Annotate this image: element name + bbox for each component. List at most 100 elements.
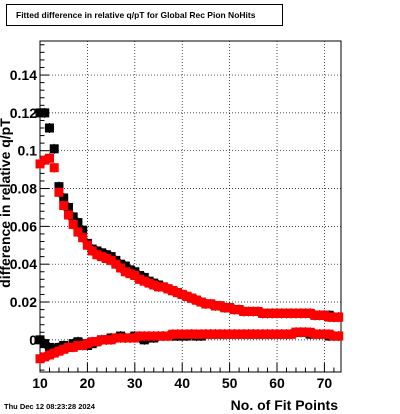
y-tick-label: 0.04 — [10, 256, 37, 272]
y-axis-label: difference in relative q/pT — [0, 118, 13, 288]
data-point-red-mean — [130, 333, 140, 343]
x-tick-label: 50 — [222, 375, 238, 391]
data-point-red-sigma — [116, 263, 126, 273]
data-point-red-mean — [215, 329, 225, 339]
data-point-red-mean — [187, 329, 197, 339]
data-point-red-sigma — [73, 227, 83, 237]
data-point-red-mean — [334, 331, 344, 341]
data-point-red-sigma — [144, 278, 154, 288]
data-point-red-sigma — [106, 255, 116, 265]
data-point-black-sigma — [40, 108, 50, 118]
data-point-red-sigma — [44, 153, 54, 163]
data-point-red-mean — [305, 327, 315, 337]
y-tick-label: 0.08 — [10, 181, 37, 197]
data-point-red-sigma — [291, 308, 301, 318]
data-point-red-sigma — [220, 303, 230, 313]
data-point-red-sigma — [163, 284, 173, 294]
data-point-red-sigma — [234, 305, 244, 315]
data-point-red-mean — [54, 346, 64, 356]
data-point-red-sigma — [225, 303, 235, 313]
data-point-black-sigma — [73, 218, 83, 228]
data-point-black-mean — [35, 335, 45, 345]
data-point-red-sigma — [111, 259, 121, 269]
data-point-red-mean — [300, 327, 310, 337]
data-point-red-sigma — [49, 163, 59, 173]
data-point-red-sigma — [286, 308, 296, 318]
data-point-red-mean — [101, 335, 111, 345]
data-point-red-sigma — [334, 312, 344, 322]
data-point-red-sigma — [263, 308, 273, 318]
data-point-black-sigma — [68, 212, 78, 222]
data-point-black-sigma — [49, 144, 59, 154]
data-point-red-mean — [234, 329, 244, 339]
data-point-red-mean — [177, 329, 187, 339]
data-point-red-sigma — [40, 155, 50, 165]
x-tick-label: 30 — [127, 375, 143, 391]
data-point-red-mean — [144, 331, 154, 341]
data-point-black-sigma — [54, 182, 64, 192]
x-tick-label: 60 — [269, 375, 285, 391]
data-point-red-sigma — [248, 306, 258, 316]
data-point-red-mean — [220, 329, 230, 339]
data-point-red-mean — [206, 329, 216, 339]
data-point-red-sigma — [272, 308, 282, 318]
data-point-red-sigma — [329, 312, 339, 322]
x-tick-label: 70 — [317, 375, 333, 391]
data-point-red-sigma — [54, 187, 64, 197]
data-point-red-sigma — [168, 286, 178, 296]
data-point-red-mean — [111, 333, 121, 343]
data-point-red-mean — [139, 331, 149, 341]
data-point-black-sigma — [59, 193, 69, 203]
data-point-red-sigma — [139, 276, 149, 286]
data-point-red-mean — [59, 344, 69, 354]
data-point-red-sigma — [310, 310, 320, 320]
data-point-red-sigma — [59, 201, 69, 211]
data-point-red-mean — [263, 329, 273, 339]
data-point-red-sigma — [97, 252, 107, 262]
data-point-red-mean — [319, 329, 329, 339]
data-point-red-mean — [272, 329, 282, 339]
data-point-red-mean — [106, 335, 116, 345]
data-point-red-mean — [277, 329, 287, 339]
data-point-red-mean — [248, 329, 258, 339]
data-point-red-sigma — [215, 301, 225, 311]
data-point-red-sigma — [210, 301, 220, 311]
data-point-red-sigma — [229, 305, 239, 315]
data-point-red-sigma — [296, 308, 306, 318]
data-point-red-mean — [168, 329, 178, 339]
data-point-red-mean — [97, 335, 107, 345]
data-point-red-sigma — [239, 306, 249, 316]
data-point-red-mean — [225, 329, 235, 339]
y-tick-label: 0 — [29, 332, 37, 348]
data-point-red-sigma — [82, 240, 92, 250]
data-point-red-mean — [63, 342, 73, 352]
data-point-red-mean — [210, 329, 220, 339]
data-point-red-mean — [182, 329, 192, 339]
x-tick-label: 40 — [174, 375, 190, 391]
data-point-black-sigma — [78, 225, 88, 235]
data-point-red-mean — [229, 329, 239, 339]
data-point-red-sigma — [78, 233, 88, 243]
data-point-red-sigma — [182, 291, 192, 301]
data-point-red-mean — [158, 331, 168, 341]
data-point-red-mean — [191, 329, 201, 339]
data-point-red-sigma — [315, 310, 325, 320]
data-point-black-sigma — [120, 261, 130, 271]
data-point-red-sigma — [191, 295, 201, 305]
data-point-red-mean — [291, 327, 301, 337]
data-point-red-mean — [296, 327, 306, 337]
y-tick-label: 0.06 — [10, 218, 37, 234]
y-tick-label: 0.12 — [10, 105, 37, 121]
data-point-red-mean — [281, 329, 291, 339]
data-point-red-sigma — [101, 254, 111, 264]
data-point-red-mean — [49, 348, 59, 358]
data-point-red-mean — [35, 354, 45, 364]
y-tick-label: 0.02 — [10, 294, 37, 310]
datestamp: Thu Dec 12 08:23:28 2024 — [4, 402, 95, 411]
data-point-red-mean — [286, 329, 296, 339]
data-point-red-mean — [163, 331, 173, 341]
data-point-red-mean — [82, 339, 92, 349]
x-axis-label: No. of Fit Points — [230, 397, 338, 413]
data-point-red-mean — [68, 342, 78, 352]
